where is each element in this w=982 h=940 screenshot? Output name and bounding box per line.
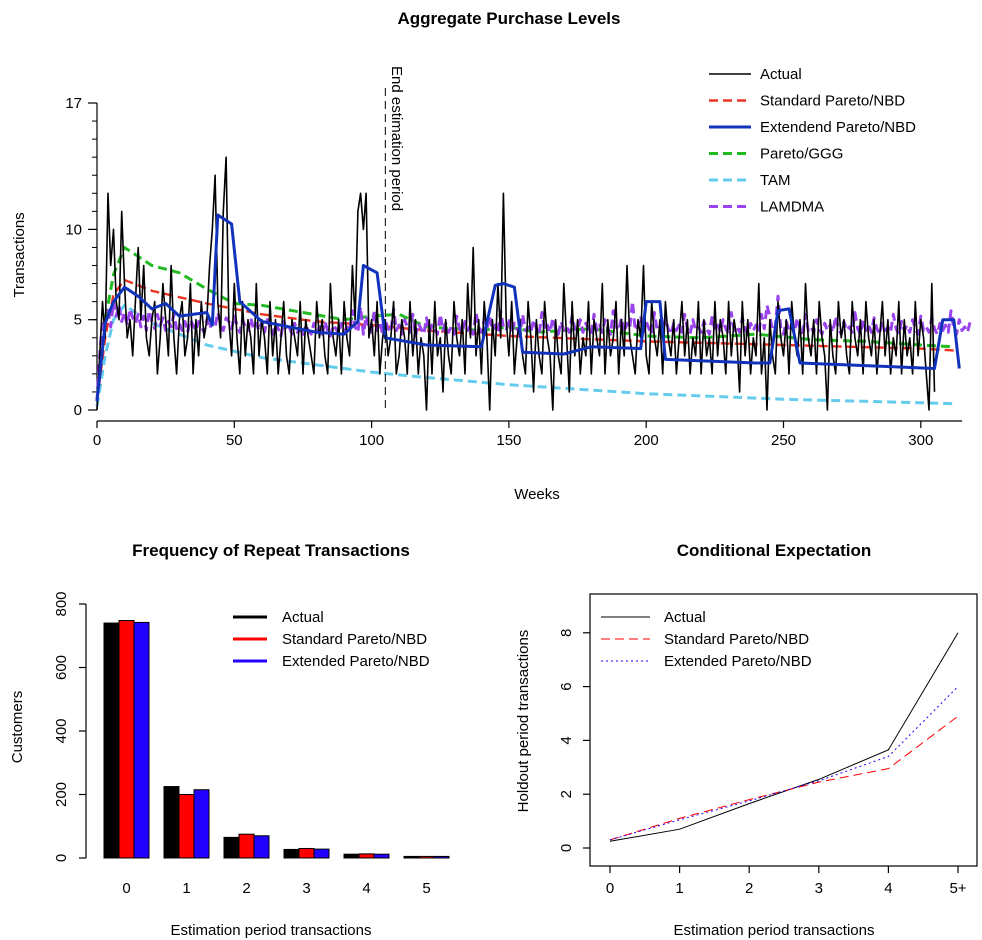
- bar-rect: [418, 855, 435, 859]
- bar-y-tick-label: 400: [53, 718, 70, 743]
- cond-chart-ylabel: Holdout period transactions: [515, 630, 532, 813]
- bar-rect: [238, 833, 255, 859]
- top-chart-title: Aggregate Purchase Levels: [398, 9, 621, 28]
- bar-y-tick-label: 800: [53, 591, 70, 616]
- bar-rect: [433, 855, 450, 859]
- bar-rect: [313, 848, 330, 859]
- top-y-tick-label: 5: [74, 312, 82, 329]
- cond-x-tick-label: 1: [675, 880, 683, 897]
- cond-series-line: [609, 632, 959, 842]
- bar-y-tick-label: 200: [53, 782, 70, 807]
- cond-chart-xlabel: Estimation period transactions: [674, 922, 875, 939]
- bar-rect: [298, 847, 315, 859]
- cond-legend-label: Standard Pareto/NBD: [664, 631, 809, 648]
- cond-chart-legend: Actual Standard Pareto/NBD Extended Pareto…: [601, 609, 812, 670]
- top-legend-label: Extendend Pareto/NBD: [760, 119, 916, 136]
- bar-rect: [403, 855, 420, 859]
- cond-y-tick-label: 4: [558, 736, 575, 744]
- cond-chart-axes: 0 2 4 6 8 0 1 2 3 4 5+: [558, 593, 978, 897]
- cond-chart-title: Conditional Expectation: [677, 541, 872, 560]
- bar-rect: [253, 835, 270, 859]
- top-series-line: [96, 156, 936, 411]
- cond-legend-label: Extended Pareto/NBD: [664, 653, 812, 670]
- bar-x-tick-label: 0: [122, 880, 130, 897]
- top-y-tick-label: 17: [65, 95, 82, 112]
- bar-legend-label: Standard Pareto/NBD: [282, 631, 427, 648]
- top-chart-xlabel: Weeks: [514, 486, 560, 503]
- top-legend-label: Pareto/GGG: [760, 146, 843, 163]
- cond-plot-box: [589, 593, 978, 867]
- bar-x-tick-label: 1: [182, 880, 190, 897]
- cond-y-tick-label: 8: [558, 629, 575, 637]
- bar-rect: [283, 848, 300, 859]
- top-x-tick-label: 300: [908, 432, 933, 449]
- bar-chart-plot-area: 0 1 2 3 4 5: [103, 620, 450, 897]
- bar-y-tick-label: 600: [53, 655, 70, 680]
- bar-rect: [133, 621, 150, 859]
- top-x-tick-label: 0: [93, 432, 101, 449]
- top-x-tick-label: 100: [359, 432, 384, 449]
- cond-series-line: [609, 686, 959, 841]
- top-x-tick-label: 50: [226, 432, 243, 449]
- bar-chart-xlabel: Estimation period transactions: [171, 922, 372, 939]
- cond-x-tick-label: 0: [606, 880, 614, 897]
- top-series-line: [95, 303, 954, 407]
- bar-chart-title: Frequency of Repeat Transactions: [132, 541, 410, 560]
- bar-chart-ylabel: Customers: [9, 691, 26, 764]
- bar-rect: [373, 853, 390, 859]
- bar-rect: [178, 794, 195, 859]
- cond-chart-plot-area: [609, 632, 959, 842]
- end-estimation-annotation: End estimation period: [388, 66, 405, 211]
- top-x-tick-label: 200: [634, 432, 659, 449]
- cond-y-tick-label: 0: [558, 844, 575, 852]
- bar-rect: [358, 853, 375, 859]
- cond-y-tick-label: 2: [558, 790, 575, 798]
- cond-x-tick-label: 3: [815, 880, 823, 897]
- top-legend-label: TAM: [760, 172, 791, 189]
- cond-x-tick-label: 5+: [949, 880, 966, 897]
- bar-rect: [103, 622, 120, 859]
- bar-x-tick-label: 4: [362, 880, 370, 897]
- top-y-tick-label: 10: [65, 221, 82, 238]
- bar-y-tick-label: 0: [53, 854, 70, 862]
- top-chart-legend: Actual Standard Pareto/NBD Extendend Paret…: [709, 66, 916, 216]
- cond-x-tick-label: 2: [745, 880, 753, 897]
- top-y-tick-label: 0: [74, 402, 82, 419]
- bar-rect: [163, 786, 180, 859]
- cond-y-tick-label: 6: [558, 682, 575, 690]
- bar-rect: [118, 620, 135, 859]
- bar-chart-axes: 0 200 400 600 800: [53, 591, 87, 862]
- top-chart-axes: 0 5 10 17 0 50 100 150 200 250 300: [65, 95, 962, 449]
- cond-x-tick-label: 4: [884, 880, 892, 897]
- bar-chart-legend: Actual Standard Pareto/NBD Extended Pareto…: [233, 609, 430, 670]
- bar-x-tick-label: 2: [242, 880, 250, 897]
- bar-x-tick-label: 3: [302, 880, 310, 897]
- bar-rect: [343, 853, 360, 859]
- bar-x-tick-label: 5: [422, 880, 430, 897]
- top-legend-label: LAMDMA: [760, 199, 824, 216]
- top-chart-plot-area: [95, 88, 972, 411]
- top-legend-label: Standard Pareto/NBD: [760, 93, 905, 110]
- top-x-tick-label: 250: [771, 432, 796, 449]
- top-legend-label: Actual: [760, 66, 802, 83]
- top-chart-ylabel: Transactions: [11, 212, 28, 297]
- bar-rect: [193, 789, 210, 859]
- cond-legend-label: Actual: [664, 609, 706, 626]
- cond-series-line: [609, 715, 959, 841]
- bar-legend-label: Actual: [282, 609, 324, 626]
- bar-legend-label: Extended Pareto/NBD: [282, 653, 430, 670]
- top-x-tick-label: 150: [496, 432, 521, 449]
- bar-rect: [223, 836, 240, 859]
- top-series-line: [95, 213, 961, 402]
